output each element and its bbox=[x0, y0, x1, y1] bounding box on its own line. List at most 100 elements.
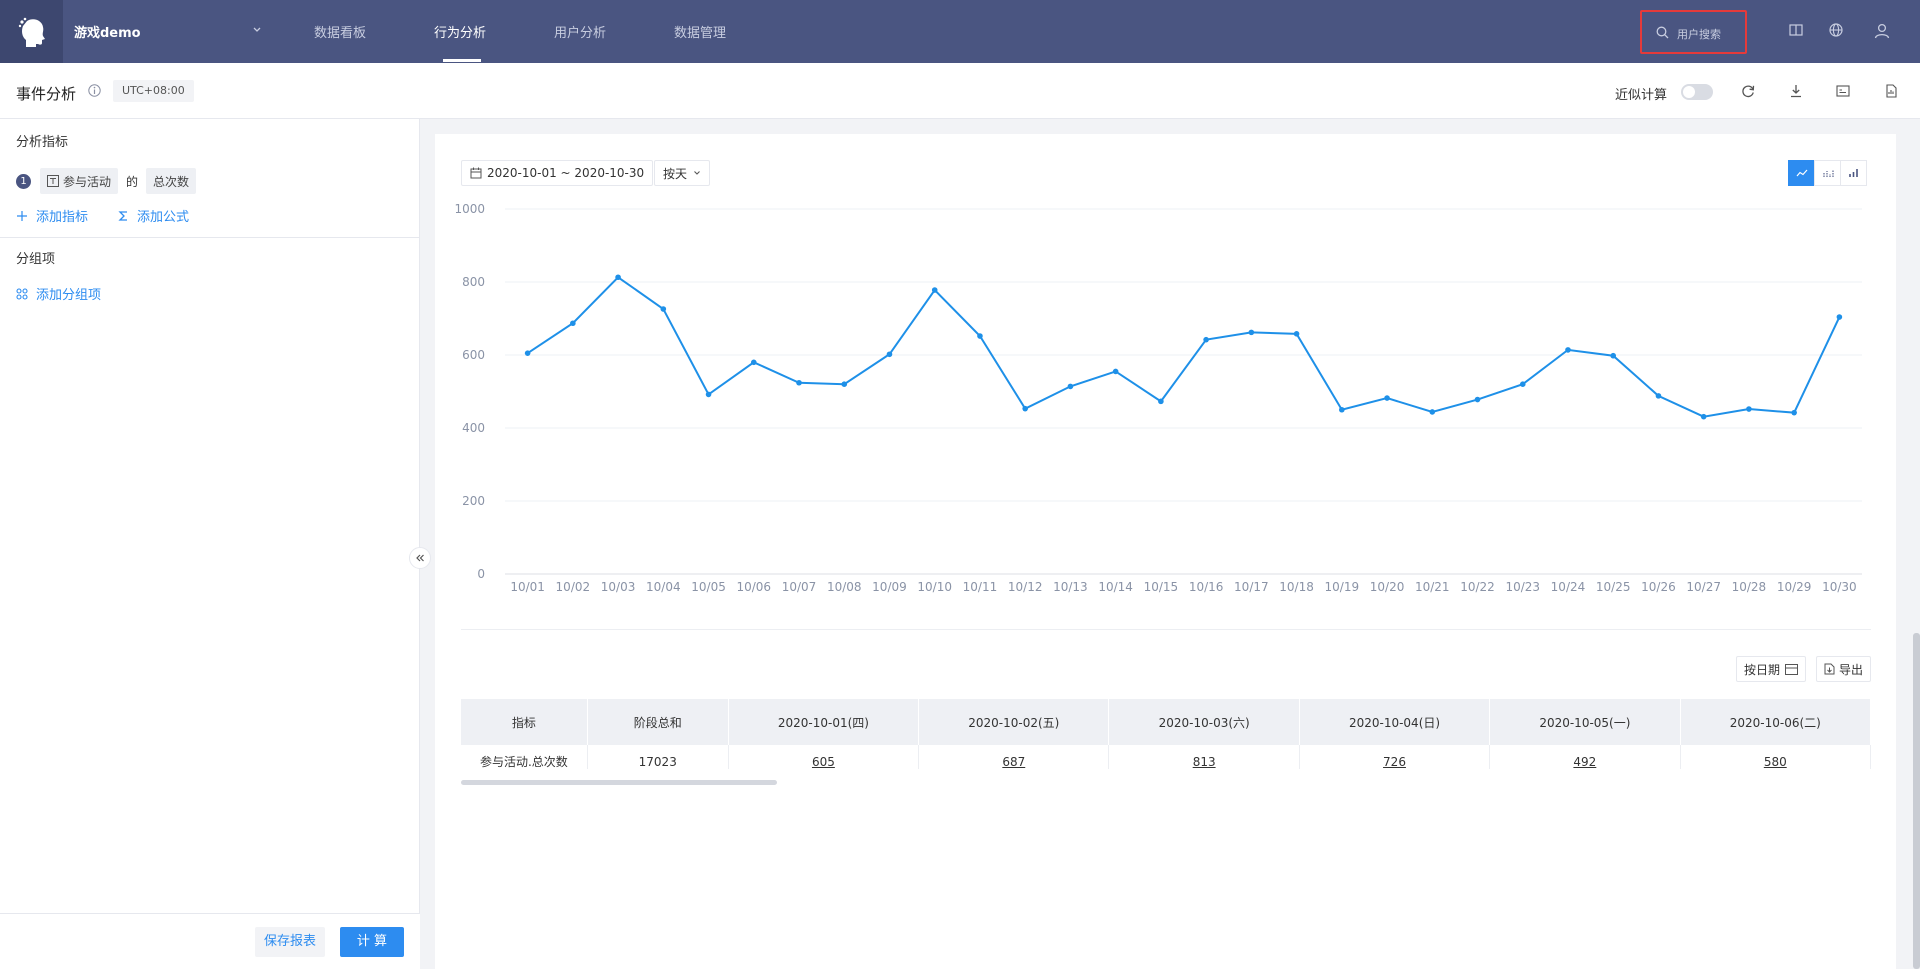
event-icon bbox=[47, 175, 59, 187]
x-tick-label: 10/26 bbox=[1641, 580, 1676, 594]
sql-icon[interactable] bbox=[1836, 84, 1850, 98]
export-label: 导出 bbox=[1839, 662, 1864, 677]
granularity-select[interactable]: 按天 bbox=[654, 160, 711, 186]
globe-icon[interactable] bbox=[1829, 23, 1843, 37]
download-icon[interactable] bbox=[1789, 84, 1803, 98]
table-header-cell: 2020-10-02(五) bbox=[918, 699, 1110, 745]
table-cell-value[interactable]: 492 bbox=[1489, 745, 1681, 769]
x-tick-label: 10/10 bbox=[917, 580, 952, 594]
nav-data-management[interactable]: 数据管理 bbox=[674, 26, 727, 41]
table-header-cell: 指标 bbox=[461, 699, 588, 745]
data-point bbox=[524, 350, 531, 356]
export-file-icon bbox=[1824, 663, 1835, 675]
x-tick-label: 10/04 bbox=[646, 580, 681, 594]
table-horizontal-scrollbar[interactable] bbox=[461, 780, 777, 785]
refresh-icon[interactable] bbox=[1741, 84, 1755, 98]
main-panel: 2020-10-01 ~ 2020-10-30 按天 0 200 400 600 800… bbox=[435, 134, 1896, 969]
table-cell-value[interactable]: 813 bbox=[1108, 745, 1300, 769]
x-tick-label: 10/25 bbox=[1596, 580, 1631, 594]
chart-table-divider bbox=[461, 629, 1871, 630]
bar-chart-toggle[interactable] bbox=[1840, 160, 1867, 186]
data-point bbox=[1384, 395, 1390, 401]
project-name[interactable]: 游戏demo bbox=[74, 26, 141, 41]
data-point bbox=[1203, 336, 1209, 343]
line-chart-toggle[interactable] bbox=[1788, 160, 1815, 186]
table-header-cell: 阶段总和 bbox=[587, 699, 729, 745]
data-point bbox=[1565, 347, 1571, 353]
user-icon[interactable] bbox=[1874, 23, 1890, 39]
page-vertical-scrollbar[interactable] bbox=[1913, 633, 1920, 969]
event-name: 参与活动 bbox=[63, 174, 112, 189]
stacked-bar-toggle[interactable] bbox=[1814, 160, 1841, 186]
app-logo[interactable] bbox=[0, 0, 63, 63]
save-report-button[interactable]: 保存报表 bbox=[255, 927, 326, 957]
x-tick-label: 10/29 bbox=[1777, 580, 1812, 594]
x-tick-label: 10/18 bbox=[1279, 580, 1314, 594]
collapse-sidebar-button[interactable] bbox=[409, 547, 431, 569]
data-point bbox=[615, 274, 621, 281]
data-point bbox=[1248, 329, 1255, 336]
export-button[interactable]: 导出 bbox=[1816, 656, 1872, 682]
nav-user-analysis[interactable]: 用户分析 bbox=[554, 26, 607, 41]
table-cell-value[interactable]: 580 bbox=[1680, 745, 1871, 769]
data-point bbox=[1112, 368, 1119, 375]
x-tick-label: 10/08 bbox=[827, 580, 862, 594]
add-formula-label: 添加公式 bbox=[137, 210, 190, 225]
event-selector[interactable]: 参与活动 bbox=[40, 168, 119, 194]
add-metric-label: 添加指标 bbox=[36, 210, 89, 225]
table-header-cell: 2020-10-06(二) bbox=[1680, 699, 1871, 745]
table-header-cell: 2020-10-04(日) bbox=[1299, 699, 1491, 745]
stacked-bar-icon bbox=[1822, 170, 1834, 177]
x-tick-label: 10/23 bbox=[1505, 580, 1540, 594]
y-tick-label: 400 bbox=[462, 421, 485, 435]
x-tick-label: 10/12 bbox=[1008, 580, 1043, 594]
table-cell-value[interactable]: 605 bbox=[728, 745, 920, 769]
user-search-box[interactable]: 用户搜索 bbox=[1640, 10, 1747, 54]
bar-chart-icon bbox=[1848, 169, 1858, 177]
add-group-label: 添加分组项 bbox=[36, 288, 102, 303]
add-metric-button[interactable]: 添加指标 bbox=[16, 206, 88, 225]
nav-dashboard[interactable]: 数据看板 bbox=[314, 26, 367, 41]
report-icon[interactable] bbox=[1884, 84, 1898, 98]
measure-selector[interactable]: 总次数 bbox=[146, 168, 197, 194]
table-header-cell: 2020-10-03(六) bbox=[1108, 699, 1300, 745]
metric-row: 1 参与活动 的 总次数 bbox=[16, 168, 197, 194]
book-icon[interactable] bbox=[1789, 23, 1803, 37]
table-cell-value[interactable]: 726 bbox=[1299, 745, 1491, 769]
data-point bbox=[977, 333, 983, 339]
data-table: 指标 阶段总和 2020-10-01(四) 2020-10-02(五) 2020… bbox=[461, 699, 1871, 769]
x-tick-label: 10/17 bbox=[1234, 580, 1269, 594]
data-point bbox=[1067, 383, 1074, 390]
x-tick-label: 10/07 bbox=[782, 580, 817, 594]
logo-head-icon bbox=[18, 17, 45, 47]
x-tick-label: 10/06 bbox=[736, 580, 771, 594]
nav-behavior-analysis[interactable]: 行为分析 bbox=[434, 26, 487, 41]
calculate-button[interactable]: 计 算 bbox=[340, 927, 404, 957]
table-cell-metric: 参与活动.总次数 bbox=[461, 745, 588, 769]
data-point bbox=[1610, 352, 1617, 359]
table-cell-value[interactable]: 687 bbox=[918, 745, 1110, 769]
x-tick-label: 10/20 bbox=[1370, 580, 1405, 594]
approx-calc-toggle[interactable] bbox=[1681, 84, 1713, 100]
chevron-down-icon[interactable] bbox=[252, 25, 262, 35]
date-range-picker[interactable]: 2020-10-01 ~ 2020-10-30 bbox=[461, 160, 654, 186]
x-tick-label: 10/30 bbox=[1822, 580, 1857, 594]
x-tick-label: 10/21 bbox=[1415, 580, 1450, 594]
data-table-container[interactable]: 指标 阶段总和 2020-10-01(四) 2020-10-02(五) 2020… bbox=[461, 699, 1871, 769]
data-point bbox=[1429, 409, 1436, 415]
date-range-value: 2020-10-01 ~ 2020-10-30 bbox=[487, 166, 645, 180]
metric-index-badge: 1 bbox=[16, 173, 31, 189]
search-placeholder: 用户搜索 bbox=[1677, 28, 1721, 41]
x-tick-label: 10/28 bbox=[1732, 580, 1767, 594]
table-cell-total: 17023 bbox=[587, 745, 729, 769]
by-date-button[interactable]: 按日期 bbox=[1736, 656, 1807, 682]
data-point bbox=[1158, 398, 1164, 405]
timezone-badge[interactable]: UTC+08:00 bbox=[113, 80, 194, 102]
add-group-button[interactable]: 添加分组项 bbox=[16, 284, 101, 303]
info-icon[interactable] bbox=[88, 84, 101, 97]
sidebar-divider bbox=[0, 237, 420, 238]
data-point bbox=[931, 287, 938, 293]
add-formula-button[interactable]: 添加公式 bbox=[118, 206, 189, 225]
data-point bbox=[1022, 405, 1028, 412]
active-nav-indicator bbox=[443, 59, 481, 62]
